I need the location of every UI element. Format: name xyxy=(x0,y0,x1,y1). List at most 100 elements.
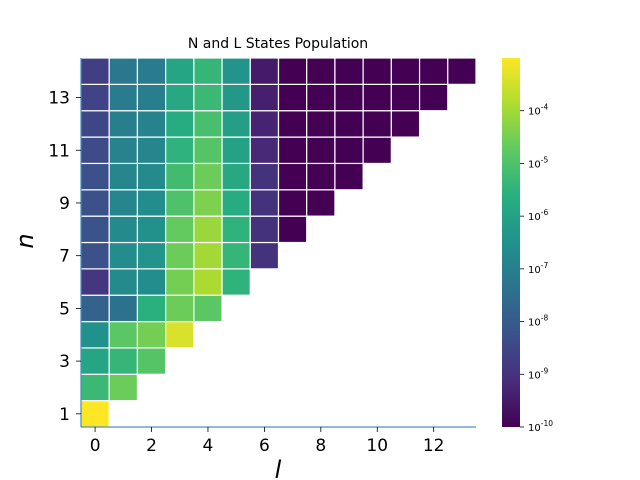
heatmap-cell xyxy=(136,136,167,165)
heatmap-cell xyxy=(334,57,364,85)
heatmap-cell xyxy=(165,320,195,349)
heatmap-cell xyxy=(277,189,308,217)
y-tick-label: 7 xyxy=(59,247,70,267)
heatmap-cell xyxy=(193,268,223,296)
heatmap-cell xyxy=(80,320,110,349)
heatmap-cell xyxy=(193,83,223,112)
heatmap-cell xyxy=(136,162,167,191)
heatmap-cell xyxy=(80,373,110,402)
colorbar-tick-label: 10-6 xyxy=(528,208,548,223)
heatmap-cell xyxy=(108,373,139,402)
heatmap-cell xyxy=(136,268,167,296)
heatmap-cell xyxy=(108,347,139,375)
y-axis-label: n xyxy=(11,233,39,248)
heatmap-cell xyxy=(306,136,336,165)
heatmap-cell xyxy=(136,320,167,349)
heatmap-cell xyxy=(136,241,167,270)
heatmap-cell xyxy=(193,136,223,165)
y-tick-label: 9 xyxy=(59,194,70,214)
heatmap-cell xyxy=(165,268,195,296)
colorbar-tick-label: 10-8 xyxy=(528,314,548,329)
heatmap-cell xyxy=(108,162,139,191)
heatmap-cell xyxy=(221,189,251,217)
heatmap-cell xyxy=(108,268,139,296)
x-axis-ticks: 0 2 4 6 8 10 12 xyxy=(90,427,444,456)
heatmap-cell xyxy=(277,136,308,165)
heatmap-cell xyxy=(136,57,167,85)
heatmap-cell xyxy=(447,57,477,85)
heatmap-cell xyxy=(390,110,421,138)
heatmap-cell xyxy=(249,162,280,191)
chart-title: N and L States Population xyxy=(188,36,368,52)
heatmap-cell xyxy=(165,162,195,191)
colorbar-tick-label: 10-9 xyxy=(528,366,548,381)
heatmap-cell xyxy=(249,110,280,138)
heatmap-cell xyxy=(165,189,195,217)
heatmap-cell xyxy=(306,110,336,138)
heatmap-cell xyxy=(136,110,167,138)
heatmap-cell xyxy=(390,83,421,112)
heatmap-cell xyxy=(165,136,195,165)
heatmap-cell xyxy=(277,162,308,191)
heatmap-cell xyxy=(108,189,139,217)
heatmap-cell xyxy=(277,57,308,85)
heatmap-cell xyxy=(249,136,280,165)
heatmap-cell xyxy=(193,162,223,191)
heatmap-cell xyxy=(193,294,223,323)
colorbar-tick-label: 10-7 xyxy=(528,261,548,276)
heatmap-cell xyxy=(108,241,139,270)
heatmap-cell xyxy=(249,189,280,217)
heatmap-cell xyxy=(108,320,139,349)
heatmap-cell xyxy=(221,57,251,85)
heatmap-cell xyxy=(108,294,139,323)
heatmap-cell xyxy=(221,110,251,138)
heatmap-cell xyxy=(221,268,251,296)
heatmap-cell xyxy=(80,294,110,323)
heatmap-cell xyxy=(193,110,223,138)
heatmap-cell xyxy=(362,136,392,165)
heatmap-cell xyxy=(80,400,110,428)
colorbar-ticks: 10-10 10-9 10-8 10-7 10-6 10-5 10-4 xyxy=(520,103,553,434)
x-tick-label: 4 xyxy=(203,436,214,456)
heatmap-cell xyxy=(277,215,308,244)
colorbar-tick-label: 10-10 xyxy=(528,419,553,434)
heatmap-cell xyxy=(80,268,110,296)
x-tick-label: 6 xyxy=(259,436,270,456)
heatmap-cell xyxy=(418,57,449,85)
y-tick-label: 3 xyxy=(59,352,70,372)
heatmap-cell xyxy=(136,294,167,323)
heatmap-cells xyxy=(80,57,477,428)
heatmap-cell xyxy=(80,347,110,375)
heatmap-cell xyxy=(221,241,251,270)
y-tick-label: 13 xyxy=(48,89,70,109)
heatmap-cell xyxy=(80,215,110,244)
heatmap-cell xyxy=(136,215,167,244)
heatmap-cell xyxy=(165,241,195,270)
heatmap-cell xyxy=(108,83,139,112)
heatmap-cell xyxy=(80,162,110,191)
heatmap-cell xyxy=(221,83,251,112)
heatmap-cell xyxy=(193,241,223,270)
heatmap-cell xyxy=(108,57,139,85)
x-tick-label: 2 xyxy=(146,436,157,456)
heatmap-cell xyxy=(80,110,110,138)
x-tick-label: 10 xyxy=(366,436,388,456)
heatmap-cell xyxy=(193,57,223,85)
heatmap-cell xyxy=(165,83,195,112)
heatmap-cell xyxy=(418,83,449,112)
heatmap-cell xyxy=(249,215,280,244)
heatmap-cell xyxy=(249,83,280,112)
heatmap-cell xyxy=(306,57,336,85)
heatmap-cell xyxy=(362,110,392,138)
heatmap-cell xyxy=(165,215,195,244)
heatmap-cell xyxy=(249,241,280,270)
heatmap-cell xyxy=(221,162,251,191)
heatmap-cell xyxy=(108,110,139,138)
y-tick-label: 1 xyxy=(59,405,70,425)
heatmap-cell xyxy=(80,57,110,85)
heatmap-cell xyxy=(80,241,110,270)
heatmap-cell xyxy=(136,83,167,112)
heatmap-cell xyxy=(80,136,110,165)
